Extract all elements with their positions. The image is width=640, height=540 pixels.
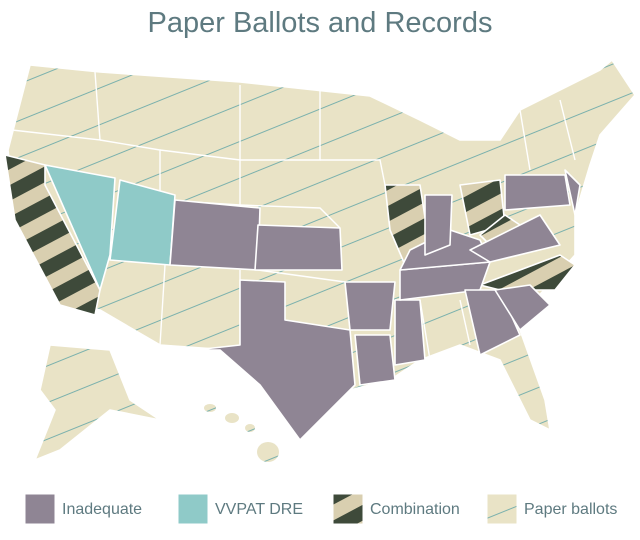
islands [204, 404, 279, 462]
map-title: Paper Ballots and Records [148, 7, 493, 39]
legend-swatch [486, 493, 518, 525]
legend-swatch [332, 493, 364, 525]
borders [11, 71, 576, 361]
legend: Inadequate VVPAT DRE Combination Paper ball… [24, 493, 617, 525]
region [34, 344, 161, 461]
inadequate-states [169, 169, 581, 441]
legend-label: Inadequate [62, 501, 142, 518]
legend-label: Paper ballots [524, 501, 617, 518]
legend-swatch [24, 493, 56, 525]
legend-label: VVPAT DRE [215, 501, 303, 518]
legend-swatch [177, 493, 209, 525]
legend-label: Combination [370, 501, 460, 518]
